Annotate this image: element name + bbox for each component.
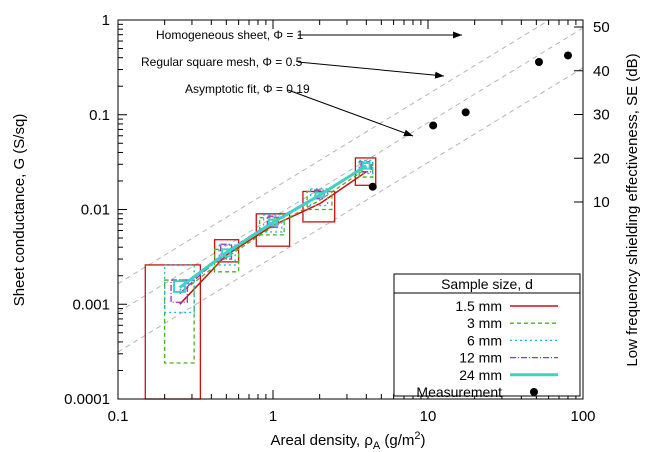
series-5-box-5 <box>361 161 371 170</box>
legend-label-4: 12 mm <box>459 350 502 366</box>
reference-line-3 <box>118 67 583 353</box>
legend-label-5: 24 mm <box>459 367 502 383</box>
series-4-box-3 <box>266 215 279 228</box>
y-axis-title: Sheet conductance, G (S/sq) <box>11 114 28 307</box>
annotation-arrow-2 <box>297 61 445 79</box>
series-5-box-4 <box>314 191 325 199</box>
series-3-box-3 <box>262 214 283 233</box>
annotations: Homogeneous sheet, Φ = 1 Regular square m… <box>141 28 462 137</box>
annotation-label-1: Homogeneous sheet, Φ = 1 <box>156 28 304 42</box>
x-tick-label: 1 <box>269 408 277 425</box>
measurement-point-5 <box>563 51 572 60</box>
x-tick-label: 10 <box>420 408 437 425</box>
series-2 <box>164 160 374 364</box>
series-5-box-1 <box>173 280 186 293</box>
legend-label-2: 3 mm <box>467 315 502 331</box>
series-5 <box>173 161 371 293</box>
y2-tick-label: 20 <box>593 150 610 167</box>
measurement-point-4 <box>534 58 543 66</box>
x-tick-label: 0.1 <box>108 408 129 425</box>
annotation-label-2: Regular square mesh, Φ = 0.5 <box>141 55 303 69</box>
legend-swatch-6 <box>530 388 538 396</box>
series-3 <box>164 159 374 314</box>
series-3-box-1 <box>164 264 195 314</box>
legend-label-3: 6 mm <box>467 332 502 348</box>
annotation-label-3: Asymptotic fit, Φ = 0.19 <box>185 82 310 96</box>
series-4-box-2 <box>220 243 233 260</box>
y-tick-label: 0.01 <box>81 202 110 219</box>
y2-axis-title: Low frequency shielding effectiveness, S… <box>624 53 641 366</box>
series-1-box-1 <box>144 264 202 400</box>
y-tick-label: 0.001 <box>72 296 110 313</box>
series-1-line <box>179 171 367 305</box>
y2-tick-label: 10 <box>593 194 610 211</box>
series-1-box-3 <box>255 213 291 247</box>
x-axis-title: Areal density, ρA (g/m2) <box>270 430 425 452</box>
reference-line-2 <box>118 27 583 313</box>
series-5-box-2 <box>221 248 232 258</box>
series-4-box-1 <box>170 279 188 303</box>
reference-line-1 <box>118 20 551 285</box>
measurement-points <box>368 51 572 191</box>
measurement-point-1 <box>368 182 377 191</box>
y2-tick-label: 40 <box>593 63 610 80</box>
y-tick-label: 0.0001 <box>64 391 110 408</box>
legend-label-1: 1.5 mm <box>455 298 502 314</box>
y2-tick-label: 30 <box>593 107 610 124</box>
axes: 0.1 1 10 100 0.0001 0.001 0.01 0.1 1 10 20 30 40 50 <box>64 12 610 425</box>
series-1-box-4 <box>302 190 336 223</box>
series-5-line <box>178 164 368 289</box>
y2-tick-label: 50 <box>593 19 610 36</box>
measurement-point-3 <box>461 108 470 117</box>
y-tick-label: 0.1 <box>89 107 110 124</box>
legend-label-6: Measurement <box>416 384 502 400</box>
legend-title: Sample size, d <box>441 276 533 292</box>
series-layer <box>144 157 377 400</box>
series-3-box-4 <box>310 188 329 207</box>
annotation-arrow-3 <box>287 89 414 137</box>
series-3-box-2 <box>218 244 236 266</box>
measurement-point-2 <box>429 121 438 130</box>
series-3-box-5 <box>358 159 374 175</box>
series-2-box-2 <box>213 248 240 273</box>
x-tick-label: 100 <box>570 408 595 425</box>
y-tick-label: 1 <box>102 12 110 29</box>
series-5-box-3 <box>267 218 278 227</box>
